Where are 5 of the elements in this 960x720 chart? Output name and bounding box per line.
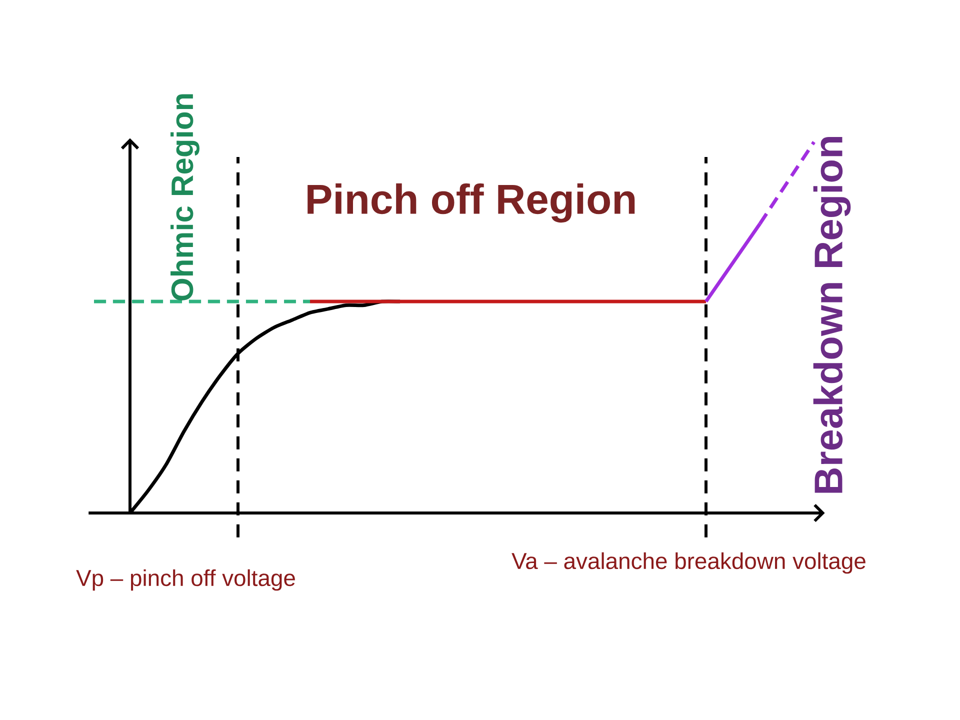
annotation: Breakdown Region [813, 137, 851, 493]
annotation: Ohmic Region [170, 94, 200, 300]
text: Va – avalanche breakdown voltage [512, 552, 866, 574]
text: Vp – pinch off voltage [76, 569, 295, 591]
annotation: Pinch off Region [308, 183, 635, 223]
